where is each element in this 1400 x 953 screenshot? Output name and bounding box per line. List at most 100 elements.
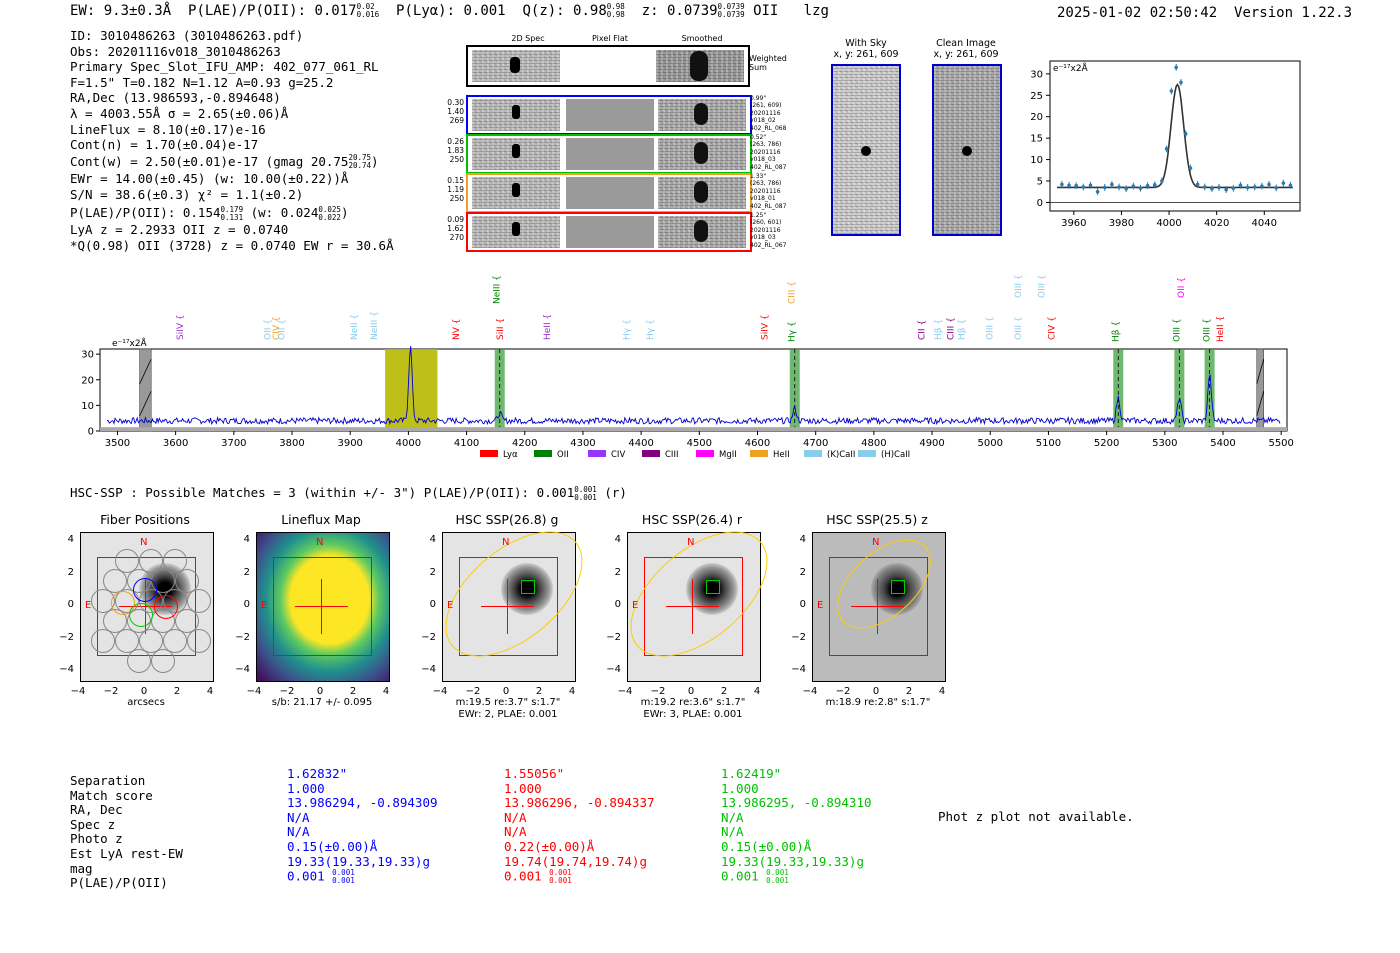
- hsc-ytick-label: 2: [614, 567, 621, 578]
- hsc-ytick-label: 4: [243, 534, 250, 545]
- hsc-ytick-label: 2: [429, 567, 436, 578]
- cutout-right-value: (261, 609): [750, 102, 782, 110]
- cutout-left-value: 1.40: [447, 107, 464, 116]
- match-plae-hi: 0.001: [549, 868, 572, 878]
- fit-point: [1124, 186, 1128, 191]
- hsc-caption: s/b: 21.17 +/- 0.095: [271, 697, 373, 708]
- fit-ytick-label: 5: [1037, 177, 1043, 188]
- hsc-ytick-label: −4: [235, 664, 250, 675]
- cutout-right-value: 20201116: [750, 109, 781, 117]
- spec-xtick-label: 4700: [803, 438, 828, 449]
- fit-point: [1202, 185, 1207, 189]
- hsc-ytick-label: 4: [429, 534, 436, 545]
- spec-line-label: Hγ {: [622, 319, 632, 340]
- with-sky-label: With Sky: [845, 38, 887, 49]
- spec-xtick-label: 4900: [919, 438, 944, 449]
- cutout-right-value: 20201116: [750, 226, 781, 234]
- info-plae-w-hi: 0.025: [318, 204, 341, 214]
- fit-point: [1252, 185, 1257, 189]
- hsc-xtick-label: 0: [502, 686, 510, 697]
- hsc-ytick-label: 2: [799, 567, 806, 578]
- hsc-caption: arcsecs: [127, 697, 165, 708]
- spec-line-label: OIII {: [1172, 318, 1182, 342]
- cutout-row-right: 0.99" (261, 609) 20201116 v018_02 402_RL_068: [750, 95, 786, 132]
- fit-point: [1102, 185, 1107, 190]
- cutout-row-left: 0.30 1.40 269: [446, 98, 464, 125]
- spec-masked-hatch: [1256, 358, 1265, 385]
- fit-xtick-label: 4000: [1156, 218, 1181, 229]
- cutout-row-right: 1.25" (260, 601) 20201116 v018_03 402_RL_067: [750, 212, 786, 249]
- fit-point: [1110, 182, 1114, 187]
- match-specz: N/A: [287, 809, 310, 825]
- spec-line-label: OII {: [263, 319, 273, 340]
- spec-plot-area: [99, 348, 1288, 432]
- match-sep: 1.55056": [504, 766, 565, 781]
- cutout-right-value: 1.33": [750, 173, 767, 180]
- hsc-ytick-label: −2: [791, 632, 806, 643]
- match-specz: N/A: [721, 809, 744, 825]
- spec-line-label: NV {: [452, 319, 462, 340]
- cutout-left-value: 250: [449, 194, 464, 203]
- hsc-xtick-label: 4: [382, 686, 390, 697]
- spec-xtick-label: 4800: [861, 438, 886, 449]
- cutout-right-value: 402_RL_068: [750, 124, 787, 132]
- hsc-east-label: E: [817, 600, 824, 611]
- cutout-right-value: (263, 786): [750, 141, 782, 149]
- match-mag: 19.74(19.74,19.74)g: [504, 853, 647, 869]
- info-contn: Cont(n) = 1.70(±0.04)e-17: [70, 137, 259, 153]
- spec-legend-swatch: [588, 450, 606, 457]
- hsc-xtick-label: 0: [140, 686, 148, 697]
- fit-point: [1183, 132, 1188, 136]
- hsc-east-label: E: [632, 600, 639, 611]
- match-ew: 0.15(±0.00)Å: [721, 838, 812, 854]
- fiber-circle: [127, 649, 151, 673]
- cutout-left-value: 1.19: [447, 185, 464, 194]
- spec-xtick-label: 4300: [570, 438, 595, 449]
- cutout-right-value: 20201116: [750, 148, 781, 156]
- hsc-ytick-label: 2: [67, 567, 74, 578]
- info-q: *Q(0.98) OII (3728) z = 0.0740 EW r = 30…: [70, 237, 394, 253]
- cutout-2d-source: [512, 183, 520, 197]
- hsc-caption-2: EWr: 2, PLAE: 0.001: [458, 709, 558, 720]
- header-qz: Q(z): 0.98: [522, 3, 607, 19]
- header-z-hi: 0.0739: [717, 2, 745, 11]
- cutout-right-value: 402_RL_087: [750, 202, 787, 210]
- hsc-green-marker: [891, 580, 905, 594]
- header-meta: 2025-01-02 02:50:42 Version 1.22.3: [1057, 5, 1352, 21]
- fit-point: [1210, 186, 1214, 191]
- cutout-left-value: 0.15: [447, 176, 464, 185]
- spec-xtick-label: 5400: [1210, 438, 1235, 449]
- match-sep: 1.62419": [721, 766, 782, 781]
- info-lambda: λ = 4003.55Å σ = 2.65(±0.06)Å: [70, 105, 289, 121]
- fit-xtick-label: 4040: [1252, 218, 1277, 229]
- match-mag: 19.33(19.33,19.33)g: [287, 853, 430, 869]
- spec-legend-label: CIII: [665, 450, 678, 460]
- fiber-circle: [115, 549, 139, 573]
- hsc-caption-2: EWr: 3, PLAE: 0.001: [643, 709, 743, 720]
- fiber-circle-green: [129, 603, 153, 627]
- fit-point: [1169, 89, 1174, 93]
- header-stats: EW: 9.3±0.3Å P(LAE)/P(OII): 0.017 0.02 0.0…: [70, 2, 829, 20]
- hsc-ytick-label: −4: [791, 664, 806, 675]
- match-plae-lo: 0.001: [766, 876, 789, 886]
- col-2d-spec: 2D Spec: [511, 34, 545, 43]
- spec-xtick-label: 5200: [1094, 438, 1119, 449]
- spec-line-label: CIV {: [272, 316, 282, 340]
- spec-line-label: OII {: [277, 319, 287, 340]
- match-radec: 13.986295, -0.894310: [721, 795, 872, 811]
- label-est-lya: Est LyA rest-EW: [70, 845, 183, 861]
- spec-xtick-label: 3700: [221, 438, 246, 449]
- match-photz: N/A: [504, 824, 527, 840]
- header-plae-hi: 0.02: [356, 2, 375, 11]
- weighted-sum-cutout: [466, 45, 750, 87]
- info-plae-end: ): [340, 205, 349, 221]
- header-version: Version 1.22.3: [1234, 5, 1353, 21]
- fiber-circle-orange: [111, 591, 135, 615]
- spec-line-label: NeII {: [350, 314, 360, 340]
- match-plae-value: 0.001: [721, 868, 767, 884]
- spec-xtick-label: 3900: [337, 438, 362, 449]
- hsc-ytick-label: −2: [421, 632, 436, 643]
- spec-line-band: [1113, 349, 1124, 431]
- hsc-title: HSC-SSP : Possible Matches = 3 (within +…: [70, 485, 575, 500]
- spec-legend-label: OII: [557, 450, 569, 460]
